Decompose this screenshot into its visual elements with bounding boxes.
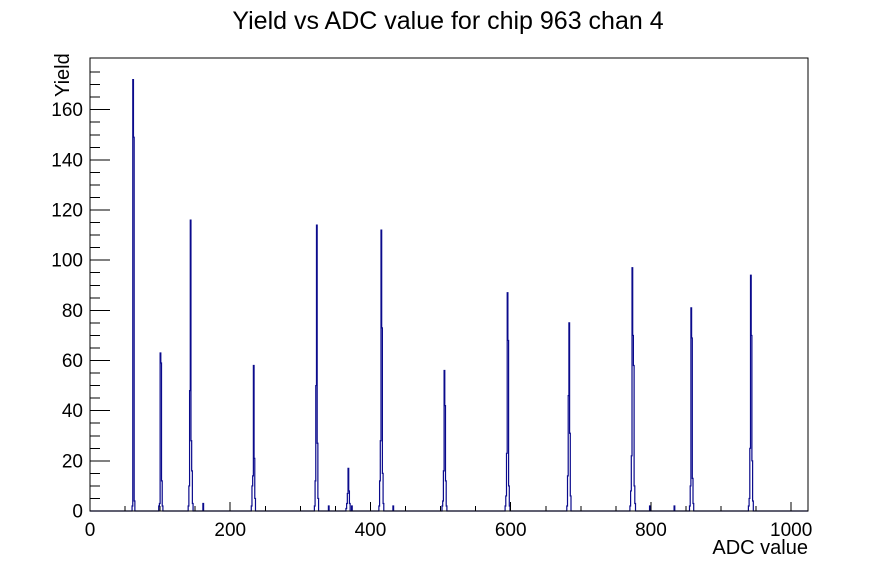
x-tick-label: 0 xyxy=(85,520,96,541)
plot-frame xyxy=(89,57,809,512)
x-tick-label: 200 xyxy=(214,520,246,541)
y-tick-label: 120 xyxy=(51,201,83,222)
y-tick-label: 20 xyxy=(62,451,83,472)
x-tick-label: 800 xyxy=(635,520,667,541)
x-tick-label: 400 xyxy=(355,520,387,541)
x-tick-label: 1000 xyxy=(770,520,812,541)
y-tick-label: 60 xyxy=(62,351,83,372)
y-tick-label: 40 xyxy=(62,401,83,422)
y-tick-label: 0 xyxy=(72,502,83,523)
x-tick-label: 600 xyxy=(495,520,527,541)
histogram-line xyxy=(90,78,808,512)
y-tick-label: 80 xyxy=(62,301,83,322)
y-tick-label: 140 xyxy=(51,150,83,171)
x-axis-title: ADC value xyxy=(712,537,808,559)
chart-title: Yield vs ADC value for chip 963 chan 4 xyxy=(232,7,664,35)
y-tick-label: 100 xyxy=(51,251,83,272)
y-tick-label: 160 xyxy=(51,100,83,121)
